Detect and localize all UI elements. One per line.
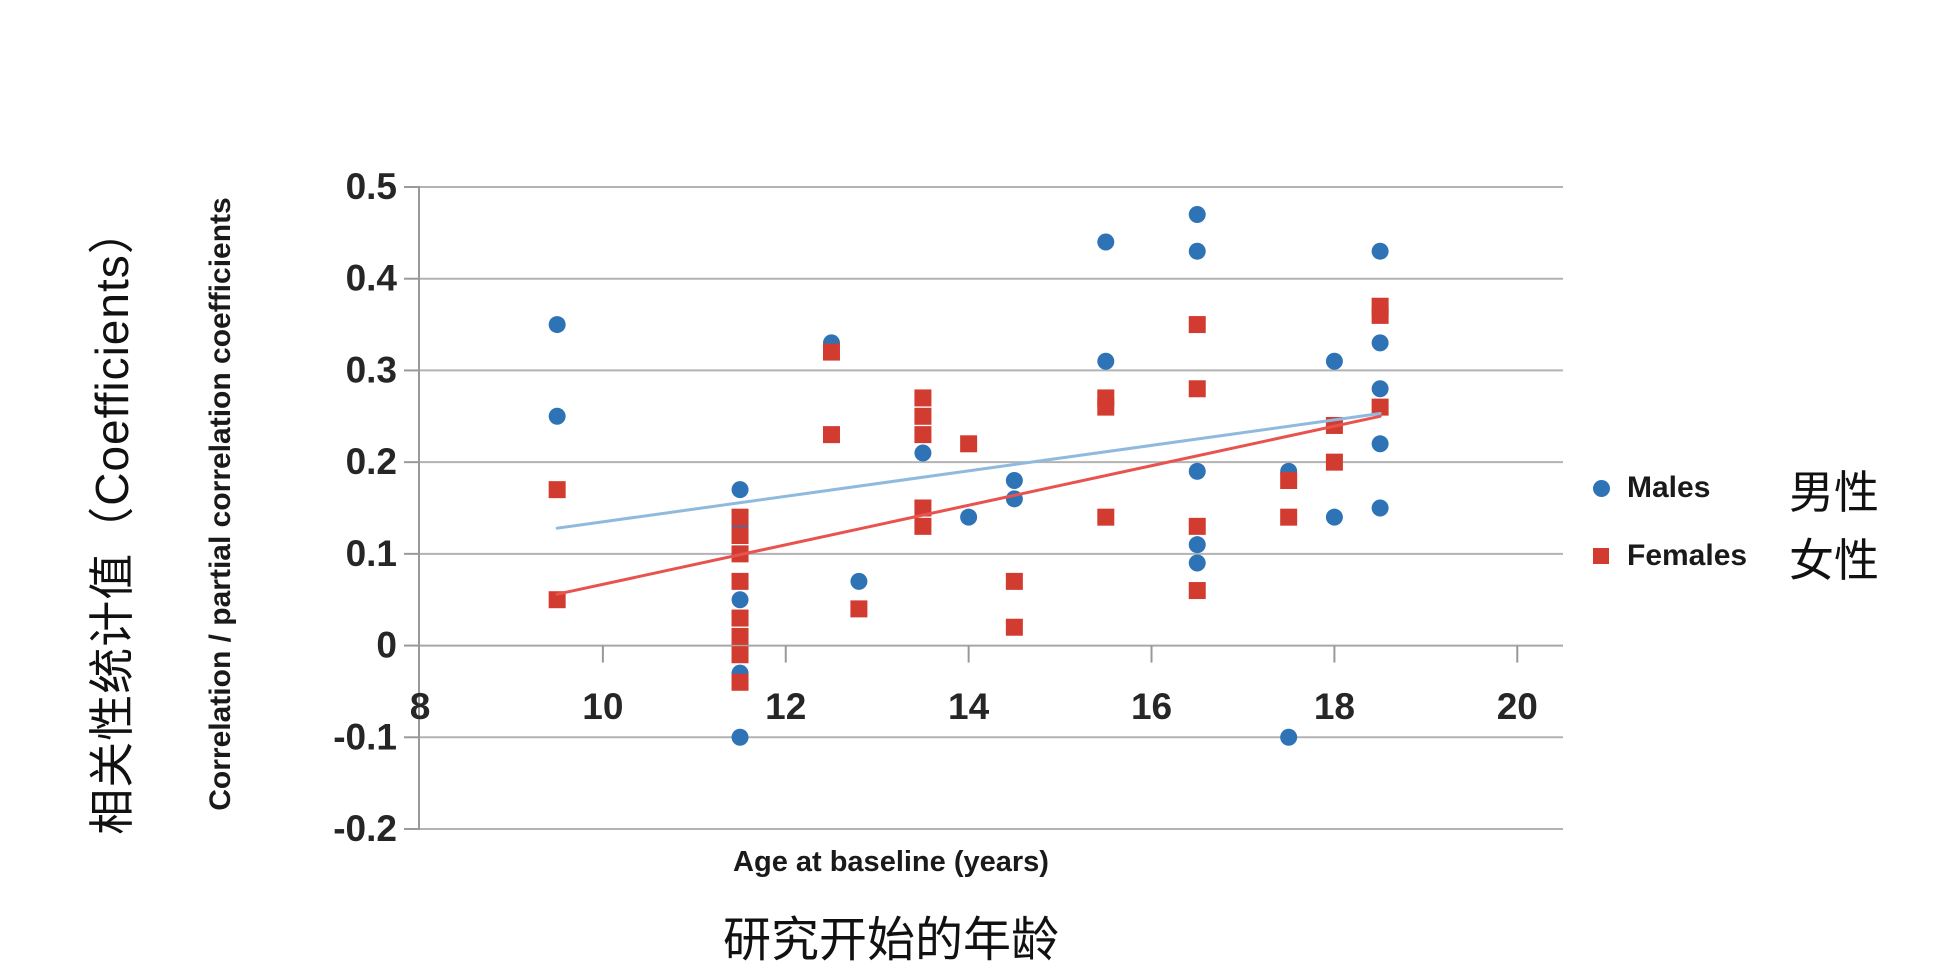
male-point (1371, 334, 1389, 352)
female-point (1280, 471, 1298, 489)
females-marker-icon (1593, 548, 1627, 564)
female-point (1188, 582, 1206, 600)
male-point (1371, 242, 1389, 260)
male-point (731, 481, 749, 499)
males-marker-icon (1593, 479, 1627, 497)
y-tick-label: 0 (376, 625, 397, 666)
y-tick-label: 0.1 (346, 533, 397, 574)
x-tick-label: 18 (1314, 686, 1355, 727)
female-point (914, 389, 932, 407)
male-point (914, 444, 932, 462)
female-point (960, 435, 978, 453)
female-point (731, 627, 749, 645)
data-points (548, 206, 1389, 746)
x-axis-title-chinese: 研究开始的年龄 (722, 914, 1059, 967)
female-point (731, 508, 749, 526)
x-tick-label: 10 (582, 686, 623, 727)
legend-label-females: Females (1627, 539, 1748, 572)
tick-labels: 0.5 0.4 0.3 0.2 0.1 0 -0.1 -0.2 8 10 12 14 16 18 20 (333, 166, 1538, 849)
female-point (731, 527, 749, 545)
female-point (731, 609, 749, 627)
female-point (1188, 380, 1206, 398)
male-point (850, 572, 868, 590)
female-point (1097, 398, 1115, 416)
female-point (1097, 508, 1115, 526)
legend-item-females: Females 女性 (1593, 523, 1879, 589)
male-point (548, 316, 566, 334)
male-point (1005, 471, 1023, 489)
trendlines (555, 412, 1382, 596)
y-tick-label: 0.2 (346, 441, 397, 482)
female-point (1371, 398, 1389, 416)
male-point (1325, 352, 1343, 370)
male-point (731, 591, 749, 609)
gridlines (420, 186, 1563, 830)
female-point (914, 517, 932, 535)
y-tick-label: 0.3 (346, 349, 397, 390)
male-point (1188, 554, 1206, 572)
female-point (731, 673, 749, 691)
legend-label-males-chinese: 男性 (1789, 466, 1880, 518)
male-point (548, 407, 566, 425)
males-trendline (555, 412, 1382, 530)
female-point (822, 343, 840, 361)
y-tick-label: -0.2 (333, 808, 397, 849)
legend: Males 男性 Females 女性 (1593, 455, 1879, 589)
x-tick-label: 16 (1131, 686, 1172, 727)
x-tick-label: 20 (1497, 686, 1538, 727)
female-point (548, 591, 566, 609)
female-point (548, 481, 566, 499)
female-point (822, 426, 840, 444)
axes (404, 186, 1519, 830)
male-point (1188, 206, 1206, 224)
females-trendline (555, 414, 1382, 596)
female-point (731, 572, 749, 590)
female-point (1188, 517, 1206, 535)
x-tick-label: 8 (410, 686, 431, 727)
female-point (850, 600, 868, 618)
x-tick-label: 12 (765, 686, 806, 727)
female-point (1005, 618, 1023, 636)
legend-item-males: Males 男性 (1593, 455, 1879, 521)
male-point (1371, 380, 1389, 398)
male-point (1097, 233, 1115, 251)
male-point (960, 508, 978, 526)
female-point (1325, 453, 1343, 471)
male-point (731, 728, 749, 746)
male-point (1371, 435, 1389, 453)
female-point (914, 499, 932, 517)
y-tick-label: 0.4 (346, 258, 398, 299)
legend-label-females-chinese: 女性 (1789, 534, 1880, 586)
legend-label-males: Males (1627, 471, 1711, 504)
female-point (914, 407, 932, 425)
male-point (1325, 508, 1343, 526)
y-tick-label: -0.1 (333, 716, 397, 757)
female-point (1280, 508, 1298, 526)
male-point (1280, 728, 1298, 746)
x-axis-title: Age at baseline (years) (733, 846, 1049, 878)
x-tick-label: 14 (948, 686, 990, 727)
female-point (1005, 572, 1023, 590)
female-point (731, 646, 749, 664)
male-point (1188, 242, 1206, 260)
male-point (1188, 462, 1206, 480)
male-point (1371, 499, 1389, 517)
female-point (914, 426, 932, 444)
male-point (1097, 352, 1115, 370)
female-point (1188, 316, 1206, 334)
male-point (1188, 536, 1206, 554)
y-tick-label: 0.5 (346, 166, 397, 207)
female-point (1371, 306, 1389, 324)
